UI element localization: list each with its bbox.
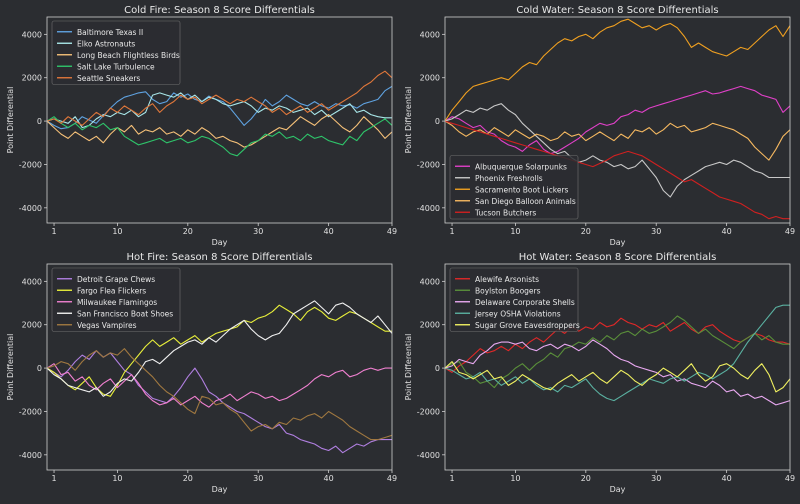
chart-title: Hot Water: Season 8 Score Differentials bbox=[519, 252, 717, 263]
legend-entry: Salt Lake Turbulence bbox=[77, 62, 155, 71]
legend-entry: Delaware Corporate Shells bbox=[475, 298, 575, 307]
x-tick-label: 10 bbox=[112, 474, 122, 483]
legend-entry: Sacramento Boot Lickers bbox=[475, 185, 569, 194]
series-line-1 bbox=[47, 351, 392, 453]
series-line-1 bbox=[445, 86, 790, 153]
y-tick-label: -2000 bbox=[19, 407, 42, 416]
x-tick-label: 1 bbox=[51, 474, 56, 483]
legend-entry: Long Beach Flightless Birds bbox=[77, 51, 180, 60]
y-axis-label: Point Differential bbox=[6, 334, 15, 401]
x-tick-label: 1 bbox=[449, 474, 454, 483]
legend-entry: Detroit Grape Chews bbox=[77, 275, 155, 284]
series-line-3 bbox=[47, 364, 392, 407]
legend-entry: Phoenix Freshrolls bbox=[475, 174, 543, 183]
y-axis-label: Point Differential bbox=[404, 334, 413, 401]
x-axis-label: Day bbox=[212, 485, 228, 494]
y-tick-label: 4000 bbox=[420, 30, 440, 39]
y-tick-label: 4000 bbox=[22, 30, 42, 39]
x-tick-label: 49 bbox=[387, 227, 397, 236]
y-tick-label: 4000 bbox=[420, 277, 440, 286]
y-tick-label: 2000 bbox=[22, 74, 42, 83]
series-line-4 bbox=[47, 117, 392, 156]
y-tick-label: 4000 bbox=[22, 277, 42, 286]
chart-panel-1: Cold Fire: Season 8 Score Differentials -… bbox=[6, 5, 397, 247]
legend-entry: San Francisco Boat Shoes bbox=[77, 309, 173, 318]
series-line-2 bbox=[47, 93, 392, 128]
legend-entry: Vegas Vampires bbox=[77, 321, 137, 330]
y-tick-label: 0 bbox=[435, 364, 440, 373]
legend: Albuquerque Solarpunks Phoenix Freshrolls… bbox=[450, 156, 578, 220]
legend-entry: Albuquerque Solarpunks bbox=[475, 162, 567, 171]
x-tick-label: 30 bbox=[253, 227, 263, 236]
x-tick-label: 20 bbox=[183, 227, 193, 236]
y-tick-label: 2000 bbox=[22, 321, 42, 330]
legend-entry: Tucson Butchers bbox=[474, 208, 536, 217]
legend: Detroit Grape Chews Fargo Flea Flickers Mi… bbox=[52, 268, 180, 332]
series-line-5 bbox=[445, 362, 790, 392]
x-axis-label: Day bbox=[212, 238, 228, 247]
y-tick-label: 0 bbox=[37, 364, 42, 373]
legend-entry: San Diego Balloon Animals bbox=[475, 197, 576, 206]
x-tick-label: 20 bbox=[581, 474, 591, 483]
y-tick-label: 2000 bbox=[420, 321, 440, 330]
x-tick-label: 40 bbox=[324, 227, 334, 236]
y-tick-label: 0 bbox=[37, 117, 42, 126]
x-tick-label: 40 bbox=[324, 474, 334, 483]
x-tick-label: 30 bbox=[651, 474, 661, 483]
legend-entry: Fargo Flea Flickers bbox=[77, 286, 146, 295]
x-tick-label: 1 bbox=[449, 227, 454, 236]
legend-entry: Baltimore Texas II bbox=[77, 28, 143, 37]
chart-panel-3: Hot Fire: Season 8 Score Differentials -4… bbox=[6, 252, 397, 494]
chart-title: Hot Fire: Season 8 Score Differentials bbox=[126, 252, 312, 263]
series-line-1 bbox=[47, 86, 392, 128]
x-tick-label: 30 bbox=[253, 474, 263, 483]
x-tick-label: 40 bbox=[722, 474, 732, 483]
y-tick-label: -2000 bbox=[417, 160, 440, 169]
legend-entry: Sugar Grove Eavesdroppers bbox=[475, 321, 580, 330]
chart-title: Cold Fire: Season 8 Score Differentials bbox=[124, 5, 315, 16]
chart-panel-2: Cold Water: Season 8 Score Differentials… bbox=[404, 5, 795, 247]
legend-entry: Seattle Sneakers bbox=[77, 74, 140, 83]
x-tick-label: 20 bbox=[183, 474, 193, 483]
y-tick-label: -2000 bbox=[19, 160, 42, 169]
y-axis-label: Point Differential bbox=[6, 87, 15, 154]
x-tick-label: 20 bbox=[581, 227, 591, 236]
y-axis-label: Point Differential bbox=[404, 87, 413, 154]
y-tick-label: -4000 bbox=[417, 451, 440, 460]
x-tick-label: 30 bbox=[651, 227, 661, 236]
legend-entry: Boylston Boogers bbox=[475, 286, 541, 295]
legend: Alewife Arsonists Boylston Boogers Delawar… bbox=[450, 268, 580, 332]
series-line-5 bbox=[47, 349, 392, 440]
x-tick-label: 40 bbox=[722, 227, 732, 236]
legend-entry: Jersey OSHA Violations bbox=[474, 309, 561, 318]
x-tick-label: 10 bbox=[510, 227, 520, 236]
x-tick-label: 49 bbox=[387, 474, 397, 483]
y-tick-label: -4000 bbox=[19, 204, 42, 213]
x-axis-label: Day bbox=[610, 238, 626, 247]
chart-panel-4: Hot Water: Season 8 Score Differentials -… bbox=[404, 252, 795, 494]
legend-entry: Alewife Arsonists bbox=[475, 275, 539, 284]
y-tick-label: -2000 bbox=[417, 407, 440, 416]
legend-entry: Milwaukee Flamingos bbox=[77, 298, 157, 307]
legend-entry: Elko Astronauts bbox=[77, 39, 135, 48]
legend: Baltimore Texas II Elko Astronauts Long Be… bbox=[52, 21, 180, 85]
x-axis-label: Day bbox=[610, 485, 626, 494]
chart-title: Cold Water: Season 8 Score Differentials bbox=[516, 5, 718, 16]
x-tick-label: 1 bbox=[51, 227, 56, 236]
y-tick-label: -4000 bbox=[417, 204, 440, 213]
series-line-3 bbox=[445, 19, 790, 121]
x-tick-label: 49 bbox=[785, 474, 795, 483]
x-tick-label: 10 bbox=[510, 474, 520, 483]
y-tick-label: 0 bbox=[435, 117, 440, 126]
series-line-3 bbox=[47, 115, 392, 148]
y-tick-label: 2000 bbox=[420, 74, 440, 83]
x-tick-label: 49 bbox=[785, 227, 795, 236]
y-tick-label: -4000 bbox=[19, 451, 42, 460]
x-tick-label: 10 bbox=[112, 227, 122, 236]
